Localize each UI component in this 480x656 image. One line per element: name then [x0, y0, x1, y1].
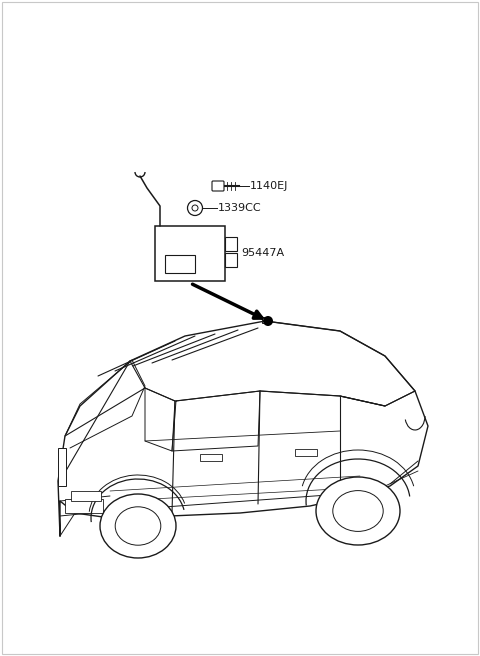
- Circle shape: [188, 201, 203, 216]
- Bar: [71, 491, 101, 501]
- FancyBboxPatch shape: [212, 181, 224, 191]
- Bar: [155, 226, 225, 281]
- Ellipse shape: [100, 494, 176, 558]
- Bar: [262, 317, 270, 323]
- Bar: [58, 448, 66, 486]
- Circle shape: [263, 316, 273, 326]
- Bar: [225, 237, 237, 251]
- Ellipse shape: [333, 491, 383, 531]
- Bar: [225, 253, 237, 267]
- Text: 95447A: 95447A: [241, 249, 284, 258]
- Text: 1140EJ: 1140EJ: [250, 181, 288, 191]
- Bar: [65, 499, 103, 513]
- Bar: [165, 255, 195, 273]
- Circle shape: [192, 205, 198, 211]
- Text: 1339CC: 1339CC: [218, 203, 262, 213]
- Bar: [295, 449, 317, 456]
- Ellipse shape: [316, 477, 400, 545]
- Bar: [200, 454, 222, 461]
- Ellipse shape: [115, 507, 161, 545]
